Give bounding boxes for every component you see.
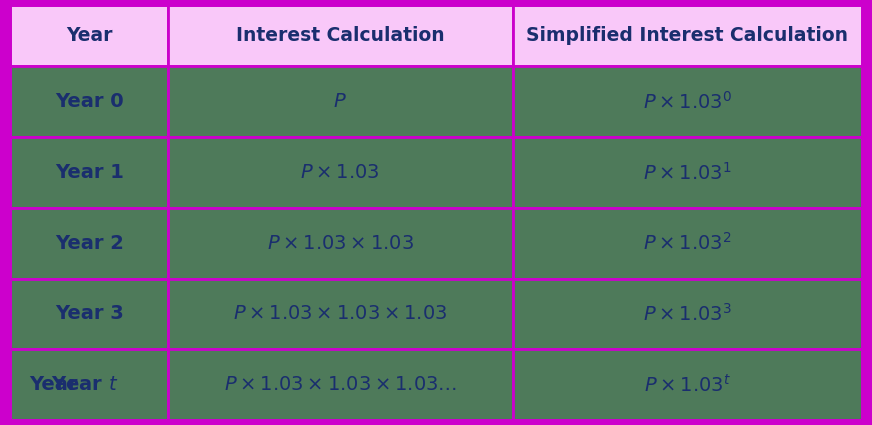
Text: Interest Calculation: Interest Calculation — [236, 26, 445, 45]
Text: Year 3: Year 3 — [55, 304, 124, 323]
Bar — [513, 278, 862, 349]
Text: $\it{P} \times \it{1.03}^{0}$: $\it{P} \times \it{1.03}^{0}$ — [643, 91, 732, 113]
Text: $\it{P} \times \it{1.03}$: $\it{P} \times \it{1.03}$ — [301, 163, 380, 182]
Bar — [513, 349, 862, 420]
Text: $\it{P}$: $\it{P}$ — [333, 92, 347, 111]
Text: $\it{P} \times \it{1.03}^{t}$: $\it{P} \times \it{1.03}^{t}$ — [644, 374, 731, 396]
Bar — [168, 5, 513, 66]
Bar — [168, 66, 513, 137]
Bar — [513, 208, 862, 278]
Bar — [10, 66, 168, 137]
Text: $\it{P} \times \it{1.03}^{1}$: $\it{P} \times \it{1.03}^{1}$ — [643, 162, 732, 184]
Bar — [10, 208, 168, 278]
Bar — [168, 137, 513, 208]
Bar — [10, 278, 168, 349]
Text: $\it{P} \times \it{1.03} \times \it{1.03} \times \it{1.03}\ldots$: $\it{P} \times \it{1.03} \times \it{1.03… — [224, 375, 457, 394]
Bar — [168, 349, 513, 420]
Text: $\it{P} \times \it{1.03} \times \it{1.03}$: $\it{P} \times \it{1.03} \times \it{1.03… — [267, 234, 413, 253]
Text: Year: Year — [30, 375, 85, 394]
Text: $\it{P} \times \it{1.03}^{3}$: $\it{P} \times \it{1.03}^{3}$ — [643, 303, 732, 325]
Text: Simplified Interest Calculation: Simplified Interest Calculation — [526, 26, 848, 45]
Bar — [513, 66, 862, 137]
Bar — [513, 5, 862, 66]
Text: Year: Year — [66, 26, 112, 45]
Text: Year $\it{t}$: Year $\it{t}$ — [51, 375, 119, 394]
Bar — [10, 349, 168, 420]
Text: $\it{P} \times \it{1.03}^{2}$: $\it{P} \times \it{1.03}^{2}$ — [643, 232, 732, 254]
Text: Year 2: Year 2 — [55, 234, 124, 253]
Text: Year 0: Year 0 — [55, 92, 124, 111]
Bar — [513, 137, 862, 208]
Text: Year 1: Year 1 — [55, 163, 124, 182]
Bar — [168, 278, 513, 349]
Bar — [168, 208, 513, 278]
Text: $\it{P} \times \it{1.03} \times \it{1.03} \times \it{1.03}$: $\it{P} \times \it{1.03} \times \it{1.03… — [233, 304, 447, 323]
Bar — [10, 5, 168, 66]
Bar — [10, 137, 168, 208]
